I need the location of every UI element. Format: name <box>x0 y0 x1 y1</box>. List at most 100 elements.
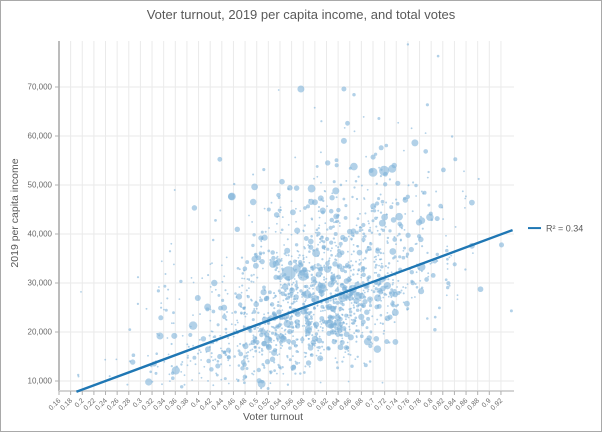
scatter-point <box>167 353 170 356</box>
scatter-point <box>275 251 278 254</box>
scatter-point <box>415 271 418 274</box>
scatter-point <box>321 258 324 261</box>
scatter-point <box>332 237 336 240</box>
legend-r2-label: R² = 0.34 <box>546 224 583 234</box>
scatter-point <box>350 322 353 325</box>
scatter-point <box>374 266 377 269</box>
scatter-point <box>415 286 419 289</box>
scatter-point <box>303 324 306 327</box>
scatter-point <box>308 365 311 368</box>
scatter-point <box>384 265 387 268</box>
scatter-point <box>225 256 228 259</box>
x-tick-label: 0.52 <box>257 397 272 412</box>
scatter-point <box>290 233 293 236</box>
scatter-point <box>284 297 288 301</box>
scatter-point <box>241 277 244 280</box>
scatter-point <box>286 383 290 386</box>
x-tick-label: 0.84 <box>443 397 458 412</box>
scatter-point <box>253 308 256 310</box>
scatter-point <box>314 231 317 234</box>
scatter-point <box>323 278 326 281</box>
scatter-point <box>196 352 200 355</box>
scatter-point <box>256 378 262 384</box>
scatter-point <box>352 306 356 309</box>
scatter-point <box>345 346 348 349</box>
scatter-point <box>279 283 282 286</box>
scatter-point <box>373 152 378 156</box>
scatter-point <box>339 339 345 345</box>
scatter-point <box>306 308 309 311</box>
scatter-point <box>387 278 390 281</box>
scatter-point <box>227 359 230 362</box>
scatter-point <box>296 291 299 294</box>
scatter-point <box>317 266 324 273</box>
scatter-point <box>186 356 189 359</box>
scatter-point <box>333 221 335 224</box>
scatter-point <box>223 275 226 278</box>
scatter-point <box>217 293 221 297</box>
scatter-point <box>284 247 291 254</box>
scatter-point <box>390 288 394 292</box>
scatter-point <box>339 277 342 279</box>
scatter-point <box>286 326 289 328</box>
scatter-point <box>281 334 285 337</box>
scatter-point <box>345 120 350 126</box>
scatter-point <box>373 260 376 263</box>
scatter-point <box>273 274 279 280</box>
scatter-point <box>428 211 433 216</box>
scatter-point <box>302 254 305 257</box>
scatter-point <box>379 258 381 261</box>
scatter-point <box>292 326 295 329</box>
scatter-point <box>379 165 390 176</box>
scatter-point <box>209 367 214 372</box>
scatter-point <box>318 224 321 227</box>
scatter-point <box>354 180 358 183</box>
scatter-point <box>377 254 380 257</box>
scatter-point <box>353 186 356 189</box>
scatter-point <box>236 266 240 270</box>
scatter-point <box>246 278 249 281</box>
scatter-point <box>427 272 430 275</box>
scatter-point <box>322 306 325 310</box>
scatter-point <box>333 213 340 220</box>
scatter-point <box>320 210 325 215</box>
scatter-point <box>237 364 241 367</box>
scatter-point <box>156 332 164 340</box>
scatter-point <box>370 154 376 160</box>
scatter-point <box>445 234 447 237</box>
scatter-point <box>232 335 235 338</box>
scatter-point <box>299 372 302 375</box>
scatter-point <box>363 234 367 238</box>
scatter-point <box>340 297 343 300</box>
scatter-point <box>272 339 275 342</box>
scatter-point <box>355 260 357 263</box>
scatter-point <box>288 346 292 350</box>
scatter-point <box>361 304 365 308</box>
scatter-point <box>342 293 348 300</box>
scatter-point <box>406 308 409 311</box>
scatter-point <box>403 300 410 307</box>
scatter-point <box>201 277 204 280</box>
scatter-point <box>319 381 322 384</box>
x-tick-label: 0.7 <box>365 397 377 409</box>
scatter-point <box>363 295 367 299</box>
scatter-point <box>221 304 228 311</box>
scatter-point <box>400 289 403 292</box>
scatter-point <box>405 252 410 256</box>
scatter-point <box>446 262 449 265</box>
scatter-point <box>170 242 173 245</box>
scatter-point <box>299 310 302 313</box>
scatter-point <box>227 337 230 339</box>
scatter-point <box>277 300 280 304</box>
scatter-point <box>353 297 360 304</box>
scatter-point <box>309 266 312 269</box>
scatter-point <box>368 360 372 363</box>
scatter-point <box>269 351 271 353</box>
scatter-point <box>379 269 382 272</box>
scatter-point <box>372 290 376 294</box>
scatter-point <box>359 261 362 264</box>
scatter-point <box>261 353 264 356</box>
scatter-point <box>227 382 230 385</box>
scatter-point <box>360 308 362 311</box>
scatter-point <box>255 307 258 310</box>
